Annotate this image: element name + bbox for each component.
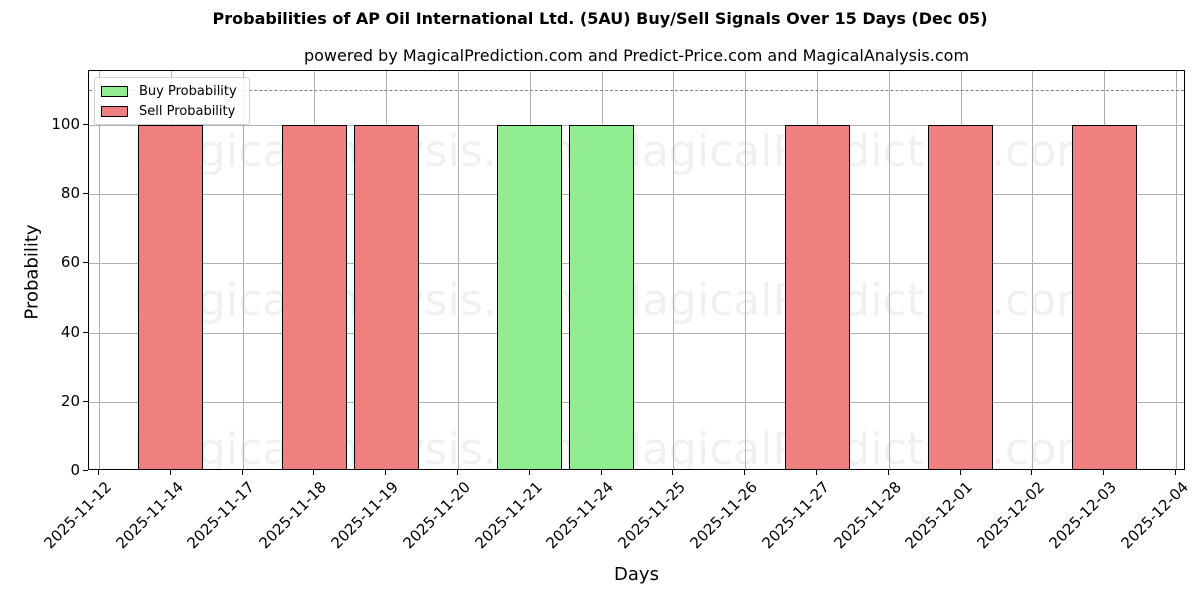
x-tick-mark: [600, 470, 602, 475]
x-tick-mark: [385, 470, 387, 475]
x-tick-mark: [313, 470, 315, 475]
y-tick-mark: [83, 331, 88, 333]
x-tick-mark: [672, 470, 674, 475]
sell-bar: [138, 125, 204, 469]
x-tick-mark: [169, 470, 171, 475]
grid-line-vertical: [1176, 71, 1177, 469]
plot-area: MagicalAnalysis.comMagicalPrediction.com…: [88, 70, 1185, 470]
x-tick-mark: [959, 470, 961, 475]
grid-line-horizontal: [89, 332, 1184, 334]
legend-sell-label: Sell Probability: [139, 103, 236, 119]
reference-line: [89, 90, 1184, 92]
y-tick-label: 80: [60, 184, 80, 203]
x-tick-label: 2025-12-03: [1045, 478, 1120, 553]
x-tick-label: 2025-11-24: [542, 478, 618, 553]
y-tick-label: 60: [60, 253, 80, 272]
y-tick-label: 0: [70, 461, 80, 479]
x-tick-label: 2025-11-17: [183, 478, 259, 553]
grid-line-vertical: [1032, 71, 1034, 469]
grid-line-vertical: [673, 71, 675, 469]
buy-swatch-icon: [101, 85, 128, 97]
x-tick-label: 2025-11-14: [112, 478, 187, 553]
grid-line-horizontal: [89, 401, 1184, 403]
x-tick-label: 2025-12-04: [1117, 478, 1192, 553]
x-tick-mark: [528, 470, 530, 475]
sell-bar: [784, 125, 850, 469]
x-tick-label: 2025-11-28: [830, 478, 905, 553]
y-tick-mark: [83, 193, 88, 195]
sell-bar: [353, 125, 419, 469]
grid-line-horizontal: [89, 194, 1184, 196]
chart-subtitle: powered by MagicalPrediction.com and Pre…: [303, 46, 970, 65]
y-tick-mark: [83, 400, 88, 402]
x-tick-mark: [816, 470, 817, 475]
y-tick-label: 40: [60, 322, 80, 341]
grid-line-vertical: [888, 71, 890, 469]
watermark: MagicalPrediction.com: [604, 126, 1099, 177]
x-tick-mark: [1175, 470, 1176, 475]
x-tick-label: 2025-11-25: [614, 478, 690, 553]
x-tick-label: 2025-11-18: [255, 478, 331, 553]
y-axis-label: Probability: [21, 224, 43, 320]
y-tick-label: 100: [51, 115, 80, 133]
sell-bar: [281, 125, 347, 469]
x-tick-label: 2025-12-01: [901, 478, 977, 553]
x-tick-mark: [1103, 470, 1105, 475]
x-tick-label: 2025-11-27: [758, 478, 833, 553]
x-tick-label: 2025-11-19: [327, 478, 402, 553]
x-tick-mark: [98, 470, 99, 475]
grid-line-vertical: [242, 71, 244, 469]
grid-line-vertical: [458, 71, 459, 469]
sell-bar: [1071, 125, 1137, 469]
legend: Buy Probability Sell Probability: [94, 77, 250, 125]
y-tick-mark: [83, 262, 88, 264]
grid-line-vertical: [745, 71, 747, 469]
x-axis-label: Days: [614, 564, 659, 585]
x-tick-label: 2025-12-02: [973, 478, 1049, 553]
x-tick-label: 2025-11-12: [40, 478, 115, 553]
y-tick-mark: [83, 124, 88, 125]
watermark: MagicalPrediction.com: [604, 275, 1099, 326]
legend-item-sell: Sell Probability: [101, 103, 235, 119]
x-tick-label: 2025-11-20: [399, 478, 474, 553]
x-tick-mark: [887, 470, 889, 475]
x-tick-mark: [241, 470, 243, 475]
y-tick-mark: [83, 470, 88, 471]
watermark: MagicalPrediction.com: [604, 424, 1099, 470]
legend-buy-label: Buy Probability: [139, 83, 237, 99]
chart-title: Probabilities of AP Oil International Lt…: [212, 9, 988, 28]
sell-bar: [928, 125, 994, 469]
x-tick-mark: [744, 470, 746, 475]
sell-swatch-icon: [101, 105, 128, 117]
x-tick-mark: [1031, 470, 1033, 475]
grid-line-vertical: [99, 71, 100, 469]
buy-bar: [497, 125, 563, 469]
grid-line-horizontal: [89, 125, 1184, 126]
x-tick-label: 2025-11-26: [686, 478, 761, 553]
grid-line-horizontal: [89, 263, 1184, 265]
buy-bar: [569, 125, 635, 469]
y-tick-label: 20: [60, 391, 80, 410]
x-tick-label: 2025-11-21: [471, 478, 546, 553]
x-tick-mark: [457, 470, 458, 475]
legend-item-buy: Buy Probability: [101, 83, 237, 99]
